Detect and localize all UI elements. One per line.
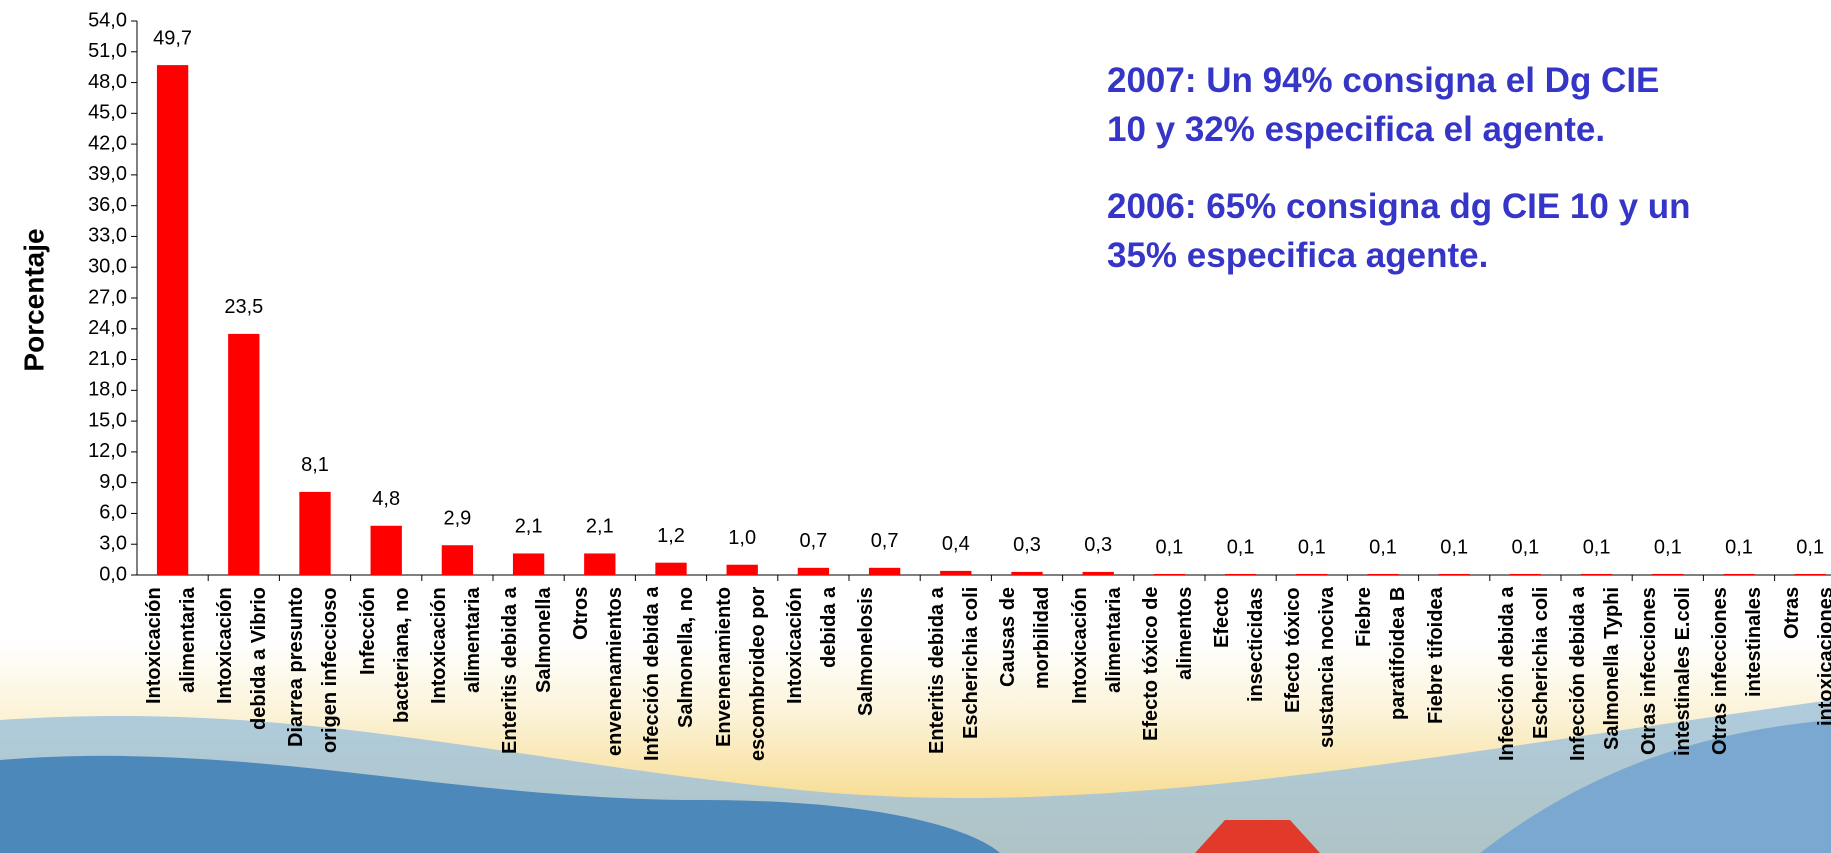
x-tick-label: Infección debida a Salmonella Typhi — [1567, 587, 1623, 762]
value-label: 0,1 — [1654, 536, 1682, 558]
y-tick-label: 39,0 — [88, 163, 127, 185]
bar — [868, 567, 901, 575]
value-label: 4,8 — [372, 488, 400, 510]
x-tick-label: Otras infecciones intestinales — [1709, 587, 1766, 755]
y-tick-label: 45,0 — [88, 102, 127, 124]
value-label: 0,1 — [1369, 536, 1397, 558]
value-label: 2,1 — [515, 516, 543, 538]
bar — [1723, 573, 1755, 575]
bar — [1296, 573, 1328, 575]
bar — [1509, 573, 1542, 575]
annotation: 2007: Un 94% consigna el Dg CIE 10 y 32%… — [1107, 61, 1660, 149]
y-tick-label: 21,0 — [88, 348, 127, 370]
bar — [1438, 573, 1470, 575]
x-tick-label: Otras intoxicaciones — [1780, 587, 1831, 726]
value-label: 0,4 — [942, 533, 970, 555]
y-tick-label: 12,0 — [88, 440, 127, 462]
bar — [1367, 573, 1399, 575]
x-tick-label: Causas de morbilidad — [997, 587, 1054, 690]
y-tick-label: 33,0 — [88, 225, 127, 247]
bar — [584, 553, 616, 575]
value-label: 0,1 — [1227, 536, 1255, 558]
bar — [1794, 573, 1826, 575]
value-label: 0,1 — [1725, 536, 1753, 558]
bar — [797, 567, 830, 575]
y-tick-label: 18,0 — [88, 379, 127, 401]
x-tick-label: Infección debida a Salmonella, no — [641, 587, 698, 762]
bar — [1082, 571, 1114, 575]
value-label: 0,1 — [1796, 536, 1824, 558]
x-tick-label: Enteritis debida a Escherichia coli — [926, 587, 983, 754]
bar — [940, 570, 972, 575]
bar — [1224, 573, 1257, 575]
x-tick-label: Efecto tóxico sustancia nociva — [1282, 587, 1339, 749]
x-tick-label: Efecto insecticidas — [1211, 587, 1267, 702]
y-tick-label: 9,0 — [99, 471, 127, 493]
x-tick-label: Fiebre paratifoidea B — [1353, 587, 1410, 721]
bar — [726, 564, 758, 575]
value-label: 1,2 — [657, 525, 685, 547]
bar — [512, 553, 545, 575]
y-tick-label: 6,0 — [99, 502, 127, 524]
annotation: 2006: 65% consigna dg CIE 10 y un 35% es… — [1107, 187, 1691, 275]
value-label: 0,3 — [1013, 534, 1041, 556]
x-tick-label: Diarrea presunto origen infeccioso — [285, 587, 342, 753]
y-tick-label: 54,0 — [88, 9, 127, 31]
value-label: 0,1 — [1583, 536, 1611, 558]
bar — [156, 65, 189, 576]
y-tick-label: 27,0 — [88, 286, 127, 308]
x-tick-label: Otros envenenamientos — [570, 587, 627, 756]
bar — [299, 491, 331, 575]
wave — [0, 755, 1000, 853]
value-label: 1,0 — [728, 527, 756, 549]
value-label: 49,7 — [153, 27, 192, 49]
y-tick-label: 36,0 — [88, 194, 127, 216]
y-tick-label: 3,0 — [99, 533, 127, 555]
value-label: 0,3 — [1084, 534, 1112, 556]
y-tick-label: 24,0 — [88, 317, 127, 339]
value-label: 0,1 — [1511, 536, 1539, 558]
value-label: 2,9 — [443, 508, 471, 530]
y-tick-label: 30,0 — [88, 256, 127, 278]
x-tick-label: Intoxicación alimentaria — [143, 587, 199, 704]
y-axis-label: Porcentaje — [18, 228, 49, 371]
bar — [1153, 573, 1186, 575]
value-label: 0,1 — [1155, 536, 1183, 558]
y-tick-label: 0,0 — [99, 563, 127, 585]
y-tick-label: 15,0 — [88, 409, 127, 431]
wave — [1480, 720, 1831, 853]
bar — [1580, 573, 1613, 575]
bar — [655, 562, 687, 575]
x-tick-label: Efecto tóxico de alimentos — [1139, 587, 1196, 742]
value-label: 0,1 — [1298, 536, 1326, 558]
bar — [370, 525, 402, 575]
x-tick-label: Intoxicación alimentaria — [1068, 587, 1125, 704]
x-tick-label: Fiebre tifoidea — [1424, 587, 1447, 724]
x-tick-label: Infección bacteriana, no — [356, 587, 413, 723]
x-tick-label: Intoxicación alimentaria — [427, 587, 484, 704]
bar — [1011, 571, 1043, 575]
x-tick-label: Intoxicación debida a Vibrio — [214, 587, 271, 730]
bar — [1652, 573, 1684, 575]
y-tick-label: 48,0 — [88, 71, 127, 93]
y-tick-label: 51,0 — [88, 40, 127, 62]
x-tick-label: Otras infecciones intestinales E.coli — [1638, 587, 1695, 756]
x-tick-label: Infección debida a Escherichia coli — [1495, 587, 1552, 762]
bar — [228, 333, 260, 575]
bar — [441, 545, 474, 575]
x-tick-label: Envenenamiento escombroideo por — [712, 587, 769, 762]
y-tick-label: 42,0 — [88, 132, 127, 154]
x-tick-label: Enteritis debida a Salmonella — [499, 587, 555, 754]
value-label: 0,1 — [1440, 536, 1468, 558]
value-label: 23,5 — [224, 296, 263, 318]
x-tick-label: Intoxicación debida a — [783, 587, 840, 704]
x-tick-label: Salmonelosis — [855, 587, 877, 716]
value-label: 2,1 — [586, 516, 614, 538]
value-label: 0,7 — [799, 530, 827, 552]
roof — [1195, 820, 1320, 853]
value-label: 8,1 — [301, 454, 329, 476]
value-label: 0,7 — [871, 530, 899, 552]
